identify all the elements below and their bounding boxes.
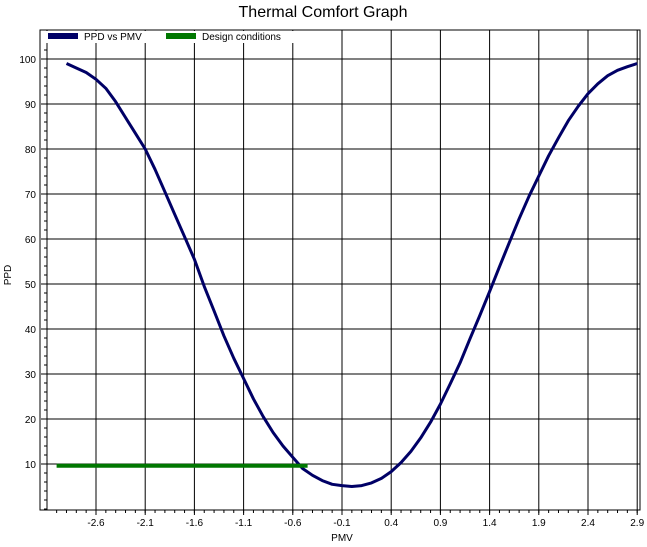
y-tick-label: 30 bbox=[25, 370, 37, 381]
y-tick-label: 70 bbox=[25, 190, 37, 201]
y-tick-label: 40 bbox=[25, 325, 37, 336]
plot-frame bbox=[39, 29, 641, 511]
tick-layer: -2.6 -2.1 -1.6 -1.1 -0.6 -0.1 0.4 0.9 1.4 1.9 2.4 2… bbox=[19, 40, 645, 529]
legend-swatch-design bbox=[166, 33, 196, 39]
y-tick-label: 100 bbox=[19, 55, 36, 66]
legend-label-ppd: PPD vs PMV bbox=[84, 32, 142, 43]
x-tick-label: -1.1 bbox=[235, 518, 253, 529]
y-tick-label: 90 bbox=[25, 100, 37, 111]
x-tick-label: 2.4 bbox=[581, 518, 595, 529]
y-tick-label: 60 bbox=[25, 235, 37, 246]
series-layer bbox=[56, 62, 638, 488]
y-tick-label: 50 bbox=[25, 280, 37, 291]
series-line-ppd-vs-pmv bbox=[65, 62, 638, 488]
x-tick-label: 1.9 bbox=[532, 518, 546, 529]
x-tick-label: -2.1 bbox=[137, 518, 155, 529]
x-tick-label: 2.9 bbox=[630, 518, 644, 529]
x-axis-title: PMV bbox=[331, 533, 353, 544]
y-axis-title: PPD bbox=[3, 265, 14, 286]
y-tick-label: 80 bbox=[25, 145, 37, 156]
x-tick-label: -0.1 bbox=[333, 518, 351, 529]
x-tick-label: 1.4 bbox=[483, 518, 497, 529]
x-tick-label: 0.9 bbox=[433, 518, 447, 529]
chart-title: Thermal Comfort Graph bbox=[239, 4, 408, 21]
y-tick-label: 20 bbox=[25, 415, 37, 426]
legend: PPD vs PMV Design conditions bbox=[41, 31, 321, 43]
x-tick-label: 0.4 bbox=[384, 518, 398, 529]
legend-label-design: Design conditions bbox=[202, 32, 281, 43]
y-tick-label: 10 bbox=[25, 460, 37, 471]
x-tick-label: -2.6 bbox=[87, 518, 105, 529]
x-tick-label: -0.6 bbox=[284, 518, 302, 529]
legend-swatch-ppd bbox=[48, 33, 78, 39]
grid-layer bbox=[47, 30, 640, 510]
x-tick-label: -1.6 bbox=[186, 518, 204, 529]
